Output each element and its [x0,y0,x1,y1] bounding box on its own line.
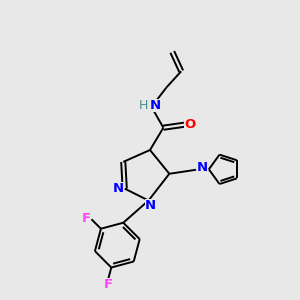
Text: N: N [145,200,156,212]
Text: F: F [82,212,91,225]
Text: F: F [103,278,112,291]
Text: H: H [139,99,148,112]
Text: N: N [112,182,124,195]
Text: O: O [184,118,196,131]
Text: N: N [149,99,161,112]
Text: N: N [196,161,208,174]
